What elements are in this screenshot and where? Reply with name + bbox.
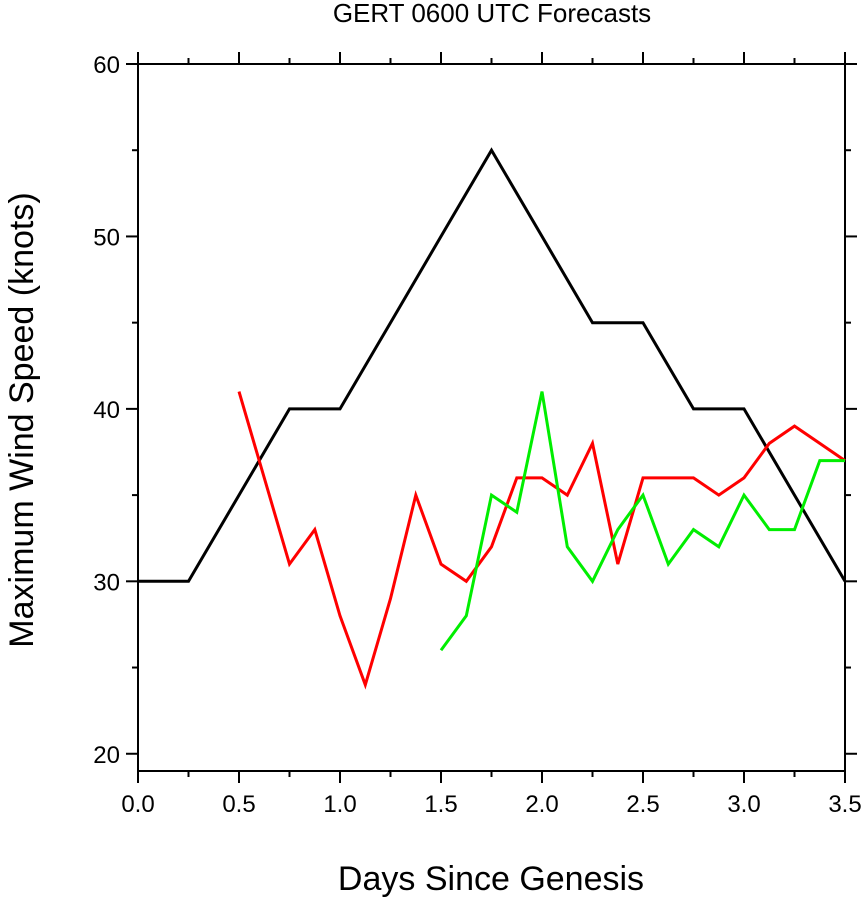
series-line-2 (237, 391, 846, 690)
y-axis-label: Maximum Wind Speed (knots) (3, 192, 41, 647)
series-layer (138, 147, 847, 690)
series-line-1 (138, 147, 847, 583)
x-tick-label: 0.5 (222, 791, 255, 818)
series-line-3 (439, 391, 845, 652)
x-tick-label: 3.5 (828, 791, 861, 818)
x-tick-label: 2.5 (626, 791, 659, 818)
y-tick-label: 60 (93, 52, 120, 79)
x-tick-label: 1.0 (323, 791, 356, 818)
y-tick-label: 50 (93, 224, 120, 251)
tick-labels: 0.0 0.5 1.0 1.5 2.0 2.5 3.0 3.5 20 30 40 50 60 (93, 52, 861, 818)
x-tick-label: 0.0 (121, 791, 154, 818)
x-tick-label: 1.5 (424, 791, 457, 818)
ticks-layer (126, 52, 857, 783)
y-tick-label: 40 (93, 397, 120, 424)
y-tick-label: 30 (93, 569, 120, 596)
x-tick-label: 2.0 (525, 791, 558, 818)
chart-title: GERT 0600 UTC Forecasts (333, 0, 651, 28)
y-tick-label: 20 (93, 742, 120, 769)
x-axis-label: Days Since Genesis (338, 860, 644, 898)
plot-frame (137, 63, 846, 772)
x-tick-label: 3.0 (727, 791, 760, 818)
